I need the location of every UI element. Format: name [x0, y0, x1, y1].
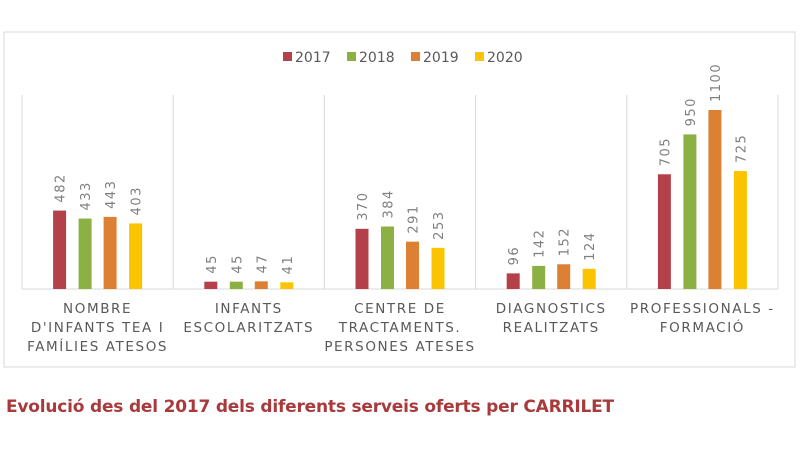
bar-2018	[381, 226, 394, 289]
bar-2020	[582, 268, 596, 289]
legend-swatch-2020	[475, 52, 484, 61]
category-label: INFANTS	[215, 301, 283, 317]
chart-caption: Evolució des del 2017 dels diferents ser…	[6, 397, 614, 417]
legend-swatch-2019	[411, 52, 420, 61]
bar-2017	[506, 273, 520, 289]
bar-2018	[532, 265, 546, 289]
bar-2019	[708, 110, 722, 289]
data-label: 45	[230, 254, 245, 274]
category-label: REALITZATS	[503, 320, 600, 336]
data-label: 45	[205, 254, 220, 274]
data-label: 403	[130, 186, 145, 215]
data-label: 482	[54, 173, 69, 202]
category-label: FAMÍLIES ATESOS	[27, 338, 168, 355]
bar-2017	[657, 174, 671, 289]
data-label: 124	[583, 231, 598, 260]
bar-2020	[431, 247, 445, 289]
bar-2019	[406, 241, 419, 289]
data-label: 152	[558, 227, 573, 256]
data-label: 384	[382, 189, 397, 218]
bar-2017	[204, 281, 218, 289]
category-label: FORMACIÓ	[660, 318, 745, 336]
legend-label: 2017	[295, 50, 331, 66]
bar-2019	[254, 281, 268, 289]
category-label: TRACTAMENTS.	[338, 320, 462, 336]
data-label: 253	[432, 211, 447, 240]
category-label: ESCOLARITZATS	[183, 320, 314, 336]
data-label: 96	[507, 246, 522, 266]
bar-2018	[229, 281, 243, 289]
bar-chart: 482 45 370 96 705 433 45 384 142 950 443 47 291 152 11…	[3, 31, 796, 368]
category-label: NOMBRE	[63, 301, 132, 317]
data-label: 443	[104, 180, 119, 209]
data-label: 950	[684, 97, 699, 126]
bar-2019	[103, 216, 117, 289]
data-label: 725	[734, 134, 749, 163]
data-label: 705	[658, 137, 673, 166]
bar-2017	[355, 228, 369, 289]
category-label: PERSONES ATESES	[324, 339, 475, 355]
legend-label: 2019	[423, 50, 459, 66]
legend-label: 2018	[359, 50, 395, 66]
legend-swatch-2017	[283, 52, 292, 61]
data-label: 291	[407, 204, 422, 233]
data-label: 142	[533, 229, 548, 258]
category-label: DIAGNOSTICS	[496, 301, 607, 317]
plot-frame	[3, 31, 796, 368]
bar-2020	[129, 223, 143, 289]
category-label: PROFESSIONALS -	[630, 301, 775, 317]
bar-2019	[557, 264, 571, 289]
bar-2018	[78, 218, 92, 289]
data-label: 433	[79, 181, 94, 210]
category-label: D'INFANTS TEA I	[31, 320, 164, 336]
bar-2020	[280, 282, 294, 289]
legend-swatch-2018	[347, 52, 356, 61]
data-label: 370	[356, 191, 371, 220]
bar-2020	[733, 171, 747, 289]
data-label: 47	[255, 254, 270, 274]
bar-2018	[683, 134, 697, 289]
legend-label: 2020	[487, 50, 523, 66]
data-label: 41	[281, 255, 296, 275]
data-label: 1100	[709, 63, 724, 102]
bar-2017	[53, 210, 67, 289]
category-label: CENTRE DE	[354, 301, 446, 317]
